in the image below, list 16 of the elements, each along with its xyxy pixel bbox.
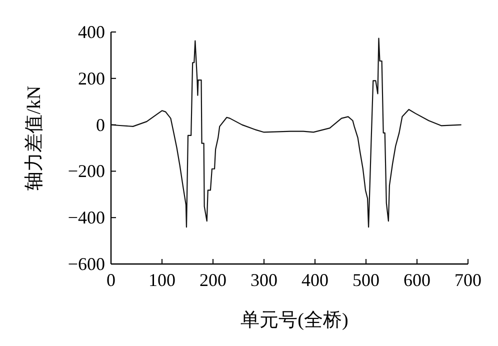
x-tick-label: 500 — [352, 270, 380, 290]
y-tick-label: −200 — [68, 161, 105, 182]
y-tick-label: 0 — [96, 114, 105, 135]
y-tick-label: 400 — [78, 22, 105, 42]
x-tick-label: 400 — [302, 270, 328, 290]
x-tick-label: 700 — [454, 270, 482, 290]
x-tick-label: 600 — [404, 270, 430, 290]
y-axis-title: 轴力差值/kN — [24, 85, 45, 190]
y-tick-label: 200 — [78, 68, 105, 88]
y-tick-label: −400 — [68, 208, 105, 228]
x-axis-title: 单元号(全桥) — [240, 310, 348, 331]
line-series — [110, 38, 462, 228]
x-tick-label: 100 — [148, 270, 176, 290]
y-tick-label: −600 — [68, 254, 105, 274]
x-tick-label: 200 — [200, 270, 226, 290]
x-tick-label: 300 — [250, 270, 278, 290]
